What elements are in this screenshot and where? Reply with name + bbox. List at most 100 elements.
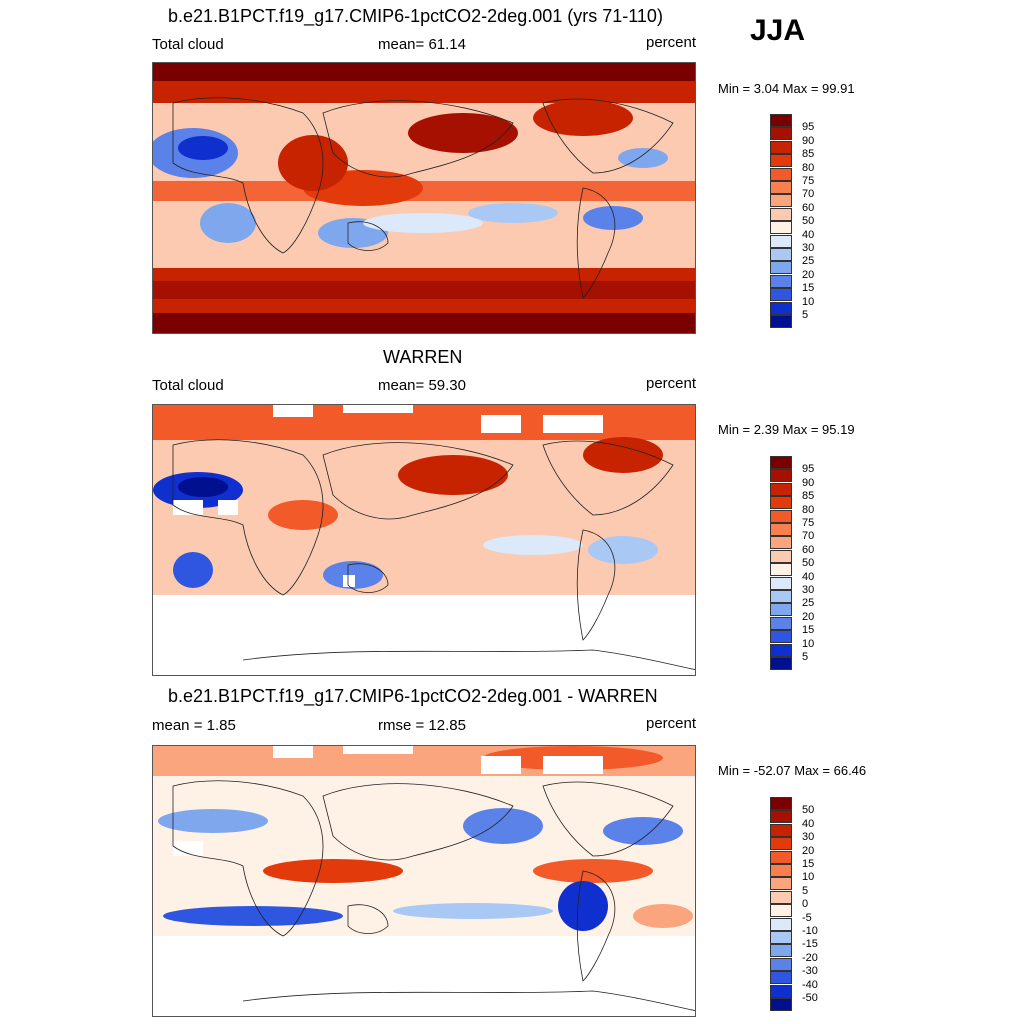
colorbar-tick-label: 25 (802, 597, 815, 610)
colorbar-box (770, 984, 792, 998)
minmax-label: Min = -52.07 Max = 66.46 (718, 763, 867, 778)
colorbar-tick-label: 90 (802, 476, 815, 489)
colorbar-box (770, 482, 792, 496)
colorbar-box (770, 864, 792, 877)
colorbar-box (770, 456, 792, 469)
colorbar-box (770, 509, 792, 523)
colorbar-tick-label: 30 (802, 831, 815, 844)
cloud-map (152, 404, 696, 676)
colorbar-box (770, 114, 792, 127)
colorbar: 95 90 85 80 75 70 60 50 40 30 25 20 15 10 5 (770, 114, 814, 328)
colorbar-box (770, 274, 792, 288)
colorbar-tick-label: -50 (802, 992, 818, 1004)
colorbar-box (770, 630, 792, 644)
colorbar-box (770, 657, 792, 670)
colorbar-tick-label: 25 (802, 255, 815, 268)
colorbar-tick-label: -10 (802, 925, 818, 937)
colorbar-box (770, 603, 792, 617)
colorbar-tick-label: 60 (802, 543, 815, 556)
colorbar-tick-label: 5 (802, 309, 809, 321)
colorbar-tick-label: -40 (802, 978, 818, 991)
colorbar-box (770, 469, 792, 483)
colorbar-tick-label: 70 (802, 530, 815, 543)
colorbar-tick-label: 30 (802, 584, 815, 596)
units-label: percent (646, 34, 697, 51)
colorbar-tick-label: 95 (802, 463, 815, 476)
colorbar-box (770, 140, 792, 154)
colorbar-tick-label: 15 (802, 282, 815, 295)
colorbar-box (770, 810, 792, 824)
colorbar-box (770, 523, 792, 536)
colorbar-tick-label: 80 (802, 503, 815, 516)
colorbar-tick-label: 40 (802, 228, 815, 241)
colorbar-box (770, 549, 792, 563)
colorbar-tick-label: 60 (802, 201, 815, 214)
minmax-label: Min = 3.04 Max = 99.91 (718, 81, 855, 96)
colorbar-box (770, 288, 792, 302)
colorbar-tick-label: 80 (802, 161, 815, 174)
colorbar-box (770, 890, 792, 904)
colorbar-box (770, 154, 792, 168)
colorbar-box (770, 616, 792, 630)
colorbar-tick-label: 5 (802, 651, 809, 663)
colorbar-box (770, 207, 792, 221)
colorbar-box (770, 944, 792, 958)
colorbar-tick-label: 20 (802, 610, 815, 623)
colorbar-tick-label: 20 (802, 268, 815, 281)
colorbar-box (770, 917, 792, 931)
colorbar-tick-label: 40 (802, 817, 815, 830)
colorbar-box (770, 850, 792, 864)
variable-label: Total cloud (152, 377, 224, 394)
panel-title: WARREN (383, 347, 463, 367)
colorbar-tick-label: 30 (802, 242, 815, 254)
colorbar-box (770, 904, 792, 918)
colorbar-tick-label: 75 (802, 517, 815, 529)
colorbar-tick-label: -5 (802, 911, 812, 924)
colorbar-box (770, 301, 792, 315)
mean-label: mean= 61.14 (378, 36, 466, 53)
minmax-label: Min = 2.39 Max = 95.19 (718, 422, 855, 437)
colorbar-tick-label: 85 (802, 148, 815, 161)
colorbar-tick-label: 40 (802, 570, 815, 583)
colorbar-box (770, 957, 792, 971)
colorbar-box (770, 127, 792, 141)
colorbar-tick-label: 10 (802, 637, 815, 650)
rmse-label: rmse = 12.85 (378, 717, 466, 734)
colorbar: 95 90 85 80 75 70 60 50 40 30 25 20 15 10 5 (770, 456, 814, 670)
colorbar-box (770, 643, 792, 657)
colorbar-tick-label: 10 (802, 871, 815, 884)
colorbar-tick-label: -15 (802, 938, 818, 951)
colorbar-box (770, 261, 792, 275)
colorbar-tick-label: 90 (802, 134, 815, 147)
colorbar-tick-label: 50 (802, 215, 815, 228)
colorbar-box (770, 823, 792, 837)
colorbar-tick-label: 50 (802, 804, 815, 817)
colorbar-tick-label: 15 (802, 624, 815, 637)
colorbar-box (770, 194, 792, 208)
season-label: JJA (750, 14, 806, 47)
colorbar: 50 40 30 20 15 10 5 0 -5 -10 -15 -20 -30 -40 -50 (770, 797, 818, 1011)
colorbar-box (770, 221, 792, 235)
colorbar-tick-label: 20 (802, 844, 815, 857)
colorbar-box (770, 576, 792, 590)
units-label: percent (646, 375, 697, 392)
colorbar-tick-label: 15 (802, 858, 815, 870)
colorbar-tick-label: -30 (802, 965, 818, 978)
colorbar-box (770, 536, 792, 550)
colorbar-tick-label: 75 (802, 175, 815, 187)
colorbar-tick-label: 95 (802, 121, 815, 134)
colorbar-box (770, 877, 792, 891)
panel-title: b.e21.B1PCT.f19_g17.CMIP6-1pctCO2-2deg.0… (168, 6, 663, 26)
colorbar-box (770, 496, 792, 510)
colorbar-box (770, 931, 792, 944)
colorbar-tick-label: 85 (802, 490, 815, 503)
difference-map (152, 745, 696, 1017)
colorbar-tick-label: -20 (802, 951, 818, 964)
colorbar-tick-label: 5 (802, 884, 809, 897)
colorbar-box (770, 563, 792, 577)
colorbar-box (770, 167, 792, 181)
units-label: percent (646, 715, 697, 732)
colorbar-box (770, 837, 792, 851)
colorbar-box (770, 590, 792, 603)
colorbar-box (770, 797, 792, 810)
